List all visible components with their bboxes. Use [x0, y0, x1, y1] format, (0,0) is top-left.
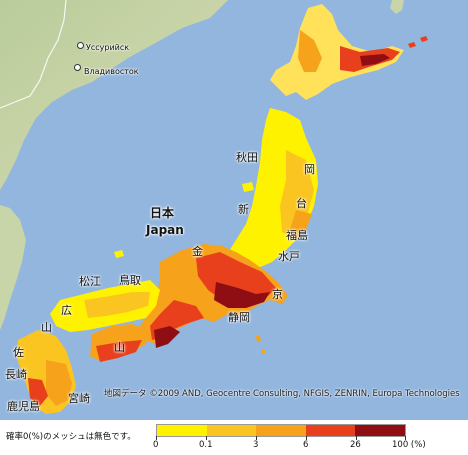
city-label-matsue: 松江	[79, 275, 101, 288]
border-line	[0, 0, 67, 109]
legend-swatch-3	[305, 425, 356, 436]
city-label-tottori: 鳥取	[119, 274, 141, 287]
legend-tick-label-5: 100 (%)	[392, 440, 426, 450]
city-label-vladivostok: Владивосток	[84, 67, 139, 76]
country-label-en: Japan	[146, 223, 184, 237]
hazard-map[interactable]: Уссурийск Владивосток 日本 Japan 秋田 岡 台 新 …	[0, 0, 468, 420]
korean-peninsula	[0, 205, 26, 330]
legend-swatch-2	[256, 425, 306, 436]
legend-color-bar	[156, 424, 406, 437]
hokkaido	[270, 4, 404, 100]
legend-tick-3	[306, 436, 307, 440]
legend-tick-1	[206, 436, 207, 440]
legend-tick-label-3: 6	[303, 440, 309, 450]
city-label-sendai: 台	[296, 197, 307, 210]
city-label-yamaguchi: 山	[41, 321, 52, 334]
map-attribution[interactable]: 地図データ ©2009 AND, Geocentre Consulting, N…	[104, 389, 460, 399]
city-label-ussuriysk: Уссурийск	[86, 43, 130, 52]
city-label-akita: 秋田	[236, 151, 258, 164]
oki-islands	[114, 250, 124, 258]
city-label-saga: 佐	[13, 346, 24, 359]
kuril-islands	[408, 36, 428, 48]
probability-legend: 確率0(%)のメッシュは無色です。 0 0.1 3 6 26 100 (%)	[0, 420, 468, 455]
mainland-russia	[0, 0, 228, 190]
legend-tick-label-0: 0	[153, 440, 159, 450]
legend-swatch-0	[157, 425, 207, 436]
sado-island	[242, 182, 254, 192]
city-label-yama2: 山	[114, 341, 125, 354]
city-label-morioka: 岡	[304, 163, 315, 176]
legend-tick-2	[256, 436, 257, 440]
legend-swatch-4	[355, 425, 405, 436]
city-label-fukushima: 福島	[286, 229, 308, 242]
city-label-hokuriku: 金	[192, 245, 203, 258]
city-label-kagoshima: 鹿児島	[7, 400, 40, 413]
city-marker-ussuriysk	[77, 42, 84, 49]
legend-tick-label-2: 3	[253, 440, 259, 450]
legend-tick-4	[356, 436, 357, 440]
legend-tick-label-1: 0.1	[199, 440, 213, 450]
legend-tick-5	[405, 436, 406, 440]
city-label-mito: 水戸	[278, 250, 300, 263]
city-marker-vladivostok	[74, 64, 81, 71]
legend-tick-0	[156, 436, 157, 440]
map-canvas	[0, 0, 468, 420]
city-label-miyazaki: 宮崎	[68, 392, 90, 405]
city-label-niigata: 新	[238, 203, 249, 216]
sakhalin	[390, 0, 404, 14]
city-label-tokyo: 京	[272, 288, 283, 301]
city-label-shizuoka: 静岡	[228, 311, 250, 324]
legend-swatch-1	[206, 425, 257, 436]
legend-tick-label-4: 26	[350, 440, 361, 450]
city-label-nagasaki: 長崎	[5, 368, 27, 381]
country-label-jp: 日本	[150, 206, 175, 220]
city-label-hiroshima: 広	[61, 304, 72, 317]
izu-islands	[256, 336, 265, 354]
legend-note: 確率0(%)のメッシュは無色です。	[6, 432, 136, 442]
